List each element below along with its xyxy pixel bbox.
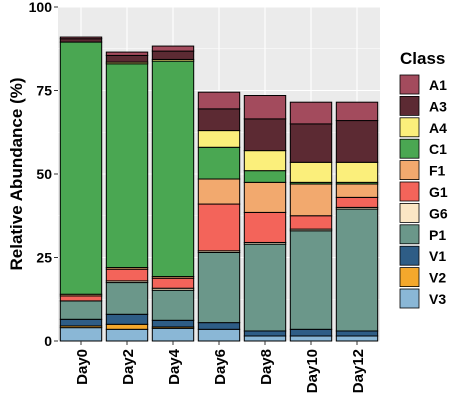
bar-segment-v3-day0 [59, 327, 103, 342]
bar-segment-v3-day10 [289, 335, 333, 342]
legend-swatch-a3 [399, 96, 420, 116]
legend: Class A1 A3 A4 C1 F1 G1 G6 P1 V1 V2 V3 [399, 49, 448, 309]
bar-segment-c1-day0 [59, 41, 103, 295]
bar-segment-a3-day2 [105, 54, 149, 63]
bar-segment-a4-day8 [243, 150, 287, 172]
bar-segment-v1-day8 [243, 330, 287, 337]
bar-segment-p1-day10 [289, 230, 333, 330]
bar-segment-g1-day12 [335, 196, 379, 208]
legend-swatch-g1 [399, 181, 420, 202]
legend-label-v3: V3 [429, 291, 446, 307]
bar-segment-v3-day6 [197, 328, 241, 342]
bar-segment-a3-day0 [59, 38, 103, 43]
legend-swatch-v2 [399, 267, 420, 288]
y-tick-label: 75 [36, 83, 52, 99]
bar-segment-g1-day8 [243, 211, 287, 243]
legend-swatch-p1 [399, 224, 420, 245]
x-tick-label-day10: Day10 [304, 349, 321, 393]
legend-swatch-f1 [399, 160, 420, 181]
bar-segment-a1-day4 [151, 45, 195, 52]
bar-segment-v3-day12 [335, 335, 379, 342]
x-tick-label-day0: Day0 [74, 349, 91, 385]
bar-segment-v1-day6 [197, 322, 241, 330]
x-axis: Day0 Day2 Day4 Day6 Day8 Day10 Day12 [74, 341, 367, 393]
x-tick-label-day8: Day8 [258, 349, 275, 385]
legend-label-g6: G6 [429, 205, 448, 221]
bar-segment-f1-day8 [243, 181, 287, 213]
bar-segment-g1-day2 [105, 268, 149, 282]
bar-segment-a3-day6 [197, 108, 241, 132]
bar-segment-c1-day4 [151, 60, 195, 278]
y-axis-label: Relative Abundance (%) [7, 77, 26, 270]
bar-segment-c1-day2 [105, 63, 149, 269]
legend-swatch-v1 [399, 245, 420, 266]
bar-segment-a1-day6 [197, 91, 241, 110]
legend-title: Class [400, 49, 445, 68]
bar-segment-a3-day4 [151, 50, 195, 60]
bar-segment-a1-day2 [105, 51, 149, 56]
bar-segment-a3-day8 [243, 118, 287, 152]
x-tick-label-day2: Day2 [120, 349, 137, 385]
legend-label-g1: G1 [429, 184, 448, 200]
bar-segment-g1-day6 [197, 203, 241, 252]
legend-label-a3: A3 [429, 98, 447, 114]
bar-segment-a3-day10 [289, 123, 333, 163]
legend-swatch-a1 [399, 74, 420, 95]
bar-segment-v1-day0 [59, 318, 103, 327]
bar-segment-f1-day12 [335, 183, 379, 198]
bar-segment-v1-day2 [105, 313, 149, 325]
legend-label-a4: A4 [429, 120, 447, 136]
x-tick-label-day6: Day6 [212, 349, 229, 385]
bar-segment-v2-day2 [105, 323, 149, 330]
bar-segment-a1-day10 [289, 101, 333, 125]
bar-segment-a4-day6 [197, 130, 241, 148]
bar-segment-a1-day12 [335, 101, 379, 122]
bar-segment-p1-day4 [151, 289, 195, 321]
bar-segment-p1-day12 [335, 208, 379, 332]
bar-segment-v3-day2 [105, 328, 149, 342]
legend-label-f1: F1 [429, 163, 446, 179]
legend-label-c1: C1 [429, 141, 447, 157]
bar-segment-v1-day4 [151, 319, 195, 328]
x-tick-label-day12: Day12 [350, 349, 367, 393]
bar-segment-v1-day10 [289, 328, 333, 337]
bar-segment-p1-day2 [105, 282, 149, 315]
legend-label-v2: V2 [429, 270, 446, 286]
bar-segment-g1-day4 [151, 277, 195, 289]
y-tick-label: 100 [29, 0, 53, 15]
legend-label-v1: V1 [429, 248, 446, 264]
legend-swatch-a4 [399, 117, 420, 138]
bar-segment-p1-day0 [59, 300, 103, 320]
y-tick-label: 0 [44, 333, 52, 349]
y-tick-label: 25 [36, 250, 52, 266]
legend-label-p1: P1 [429, 227, 446, 243]
bar-segment-p1-day8 [243, 243, 287, 332]
bar-segment-g1-day0 [59, 295, 103, 302]
legend-label-a1: A1 [429, 77, 447, 93]
bar-segment-a1-day0 [59, 36, 103, 40]
bar-segment-g1-day10 [289, 215, 333, 230]
bar-segment-c1-day8 [243, 170, 287, 183]
y-axis: 0 25 50 75 100 [29, 0, 58, 349]
bar-segment-a4-day12 [335, 161, 379, 183]
bars-layer [59, 36, 379, 342]
bar-segment-v3-day8 [243, 335, 287, 342]
legend-swatch-v3 [399, 288, 420, 309]
legend-swatch-c1 [399, 138, 420, 159]
bar-segment-a4-day10 [289, 161, 333, 183]
bar-segment-v1-day12 [335, 330, 379, 337]
legend-swatch-g6 [399, 202, 420, 223]
bar-segment-f1-day10 [289, 183, 333, 217]
bar-segment-c1-day6 [197, 146, 241, 180]
y-tick-label: 50 [36, 166, 52, 182]
bar-segment-f1-day6 [197, 178, 241, 205]
bar-segment-a1-day8 [243, 95, 287, 120]
bar-segment-v3-day4 [151, 327, 195, 342]
bar-segment-a3-day12 [335, 120, 379, 163]
bar-segment-p1-day6 [197, 251, 241, 324]
x-tick-label-day4: Day4 [166, 348, 183, 385]
